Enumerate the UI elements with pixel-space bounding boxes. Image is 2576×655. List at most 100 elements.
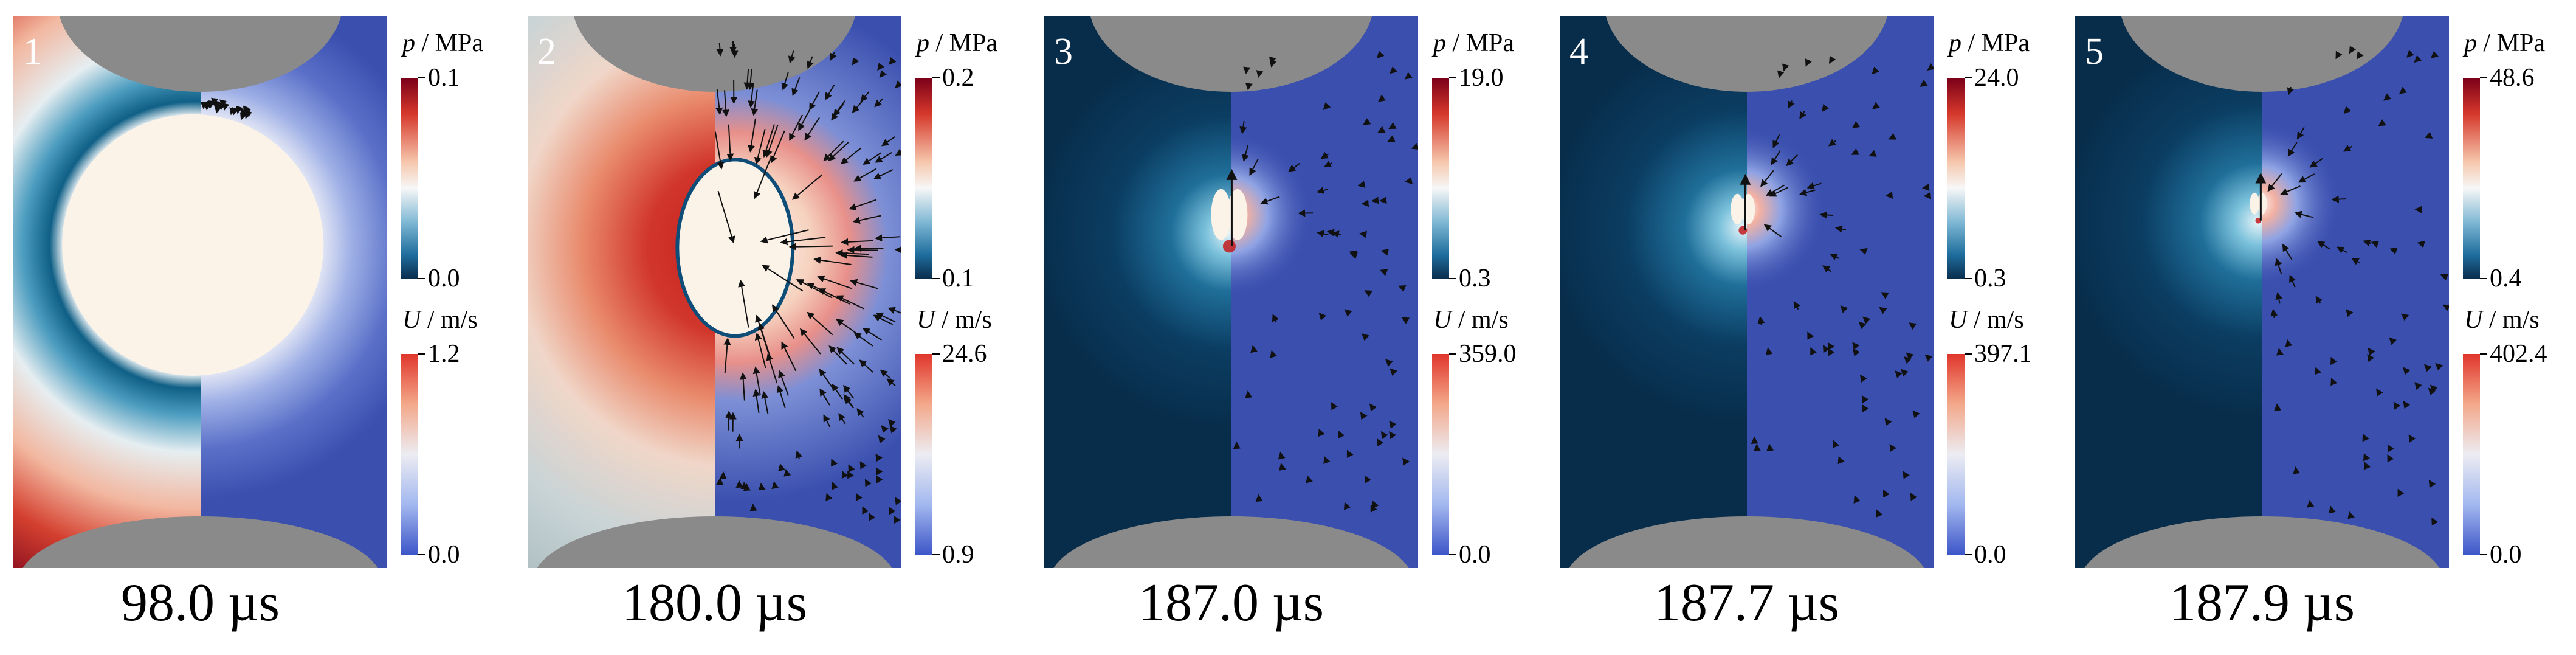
velocity-colorbar-title: U / m/s	[1949, 307, 2024, 333]
velocity-colorbar	[401, 354, 418, 555]
top-wall	[59, 16, 342, 92]
pressure-min-label: 0.0	[428, 265, 460, 293]
bubble-lobe	[1741, 193, 1755, 224]
bubble-lobe	[1227, 189, 1248, 240]
bubble	[1731, 193, 1744, 224]
time-caption: 187.7 µs	[1654, 574, 1839, 632]
pressure-unit: / MPa	[935, 29, 998, 57]
pressure-min-label: 0.3	[1974, 265, 2006, 293]
velocity-arrows	[714, 41, 901, 524]
velocity-min-label: 0.0	[428, 541, 460, 569]
pressure-unit: / MPa	[1968, 29, 2030, 57]
panel-3	[1044, 16, 1456, 568]
pressure-min-label: 0.4	[2490, 265, 2522, 293]
panel-number: 3	[1054, 31, 1073, 72]
pressure-symbol: p	[2464, 29, 2477, 57]
velocity-max-label: 402.4	[2490, 340, 2547, 368]
velocity-colorbar	[1947, 354, 1965, 555]
bottom-wall	[2084, 516, 2440, 568]
pressure-min-label: 0.3	[1459, 265, 1491, 293]
pressure-colorbar-title: p / MPa	[402, 30, 483, 56]
panel-1	[13, 16, 425, 568]
velocity-symbol: U	[1949, 306, 1968, 334]
pressure-colorbar	[1432, 78, 1449, 279]
panel-5	[2075, 16, 2487, 568]
velocity-colorbar-title: U / m/s	[1433, 307, 1509, 333]
velocity-arrows	[200, 97, 252, 120]
velocity-symbol: U	[1433, 306, 1452, 334]
pressure-unit: / MPa	[1452, 29, 1515, 57]
pressure-colorbar	[401, 78, 418, 279]
velocity-min-label: 0.9	[942, 541, 974, 569]
panel-number: 4	[1569, 31, 1588, 72]
jet-spot	[2255, 217, 2262, 224]
pressure-colorbar	[915, 78, 932, 279]
bubble	[2250, 192, 2259, 215]
velocity-symbol: U	[2464, 306, 2483, 334]
time-caption: 98.0 µs	[121, 574, 280, 632]
velocity-min-label: 0.0	[1459, 541, 1491, 569]
velocity-min-label: 0.0	[1974, 541, 2006, 569]
panel-number: 5	[2085, 31, 2104, 72]
bottom-wall	[1569, 516, 1924, 568]
pressure-colorbar-title: p / MPa	[1949, 30, 2030, 56]
velocity-max-label: 359.0	[1459, 340, 1517, 368]
velocity-arrows	[2255, 46, 2449, 526]
pressure-symbol: p	[1433, 29, 1446, 57]
pressure-symbol: p	[1949, 29, 1961, 57]
top-wall	[573, 16, 856, 92]
velocity-max-label: 397.1	[1974, 340, 2032, 368]
pressure-colorbar	[2463, 78, 2480, 279]
time-caption: 180.0 µs	[622, 574, 807, 632]
jet-spot	[1222, 240, 1236, 253]
velocity-unit: / m/s	[1973, 306, 2024, 334]
pressure-max-label: 48.6	[2490, 64, 2535, 92]
pressure-max-label: 0.2	[942, 64, 974, 92]
pressure-colorbar	[1947, 78, 1965, 279]
velocity-symbol: U	[402, 306, 421, 334]
bubble	[62, 114, 324, 376]
velocity-colorbar-title: U / m/s	[917, 307, 992, 333]
velocity-unit: / m/s	[427, 306, 478, 334]
pressure-field	[2075, 16, 2262, 568]
velocity-max-label: 1.2	[428, 340, 460, 368]
bubble-lobe	[2257, 192, 2267, 215]
velocity-colorbar	[2463, 354, 2480, 555]
pressure-max-label: 19.0	[1459, 64, 1504, 92]
top-wall	[1090, 16, 1372, 92]
pressure-field	[1044, 16, 1231, 568]
pressure-colorbar-title: p / MPa	[917, 30, 997, 56]
pressure-symbol: p	[917, 29, 929, 57]
pressure-unit: / MPa	[2483, 29, 2546, 57]
top-wall	[1605, 16, 1888, 92]
bottom-wall	[1053, 516, 1409, 568]
bottom-wall	[537, 516, 892, 568]
pressure-unit: / MPa	[421, 29, 484, 57]
panel-number: 1	[23, 31, 42, 72]
panel-4	[1560, 16, 1972, 568]
velocity-symbol: U	[917, 306, 935, 334]
velocity-arrows	[1740, 55, 1934, 518]
velocity-colorbar	[915, 354, 932, 555]
velocity-max-label: 24.6	[942, 340, 987, 368]
velocity-colorbar-title: U / m/s	[2464, 307, 2540, 333]
time-caption: 187.9 µs	[2169, 574, 2355, 632]
velocity-unit: / m/s	[941, 306, 992, 334]
pressure-min-label: 0.1	[942, 265, 974, 293]
pressure-field	[1560, 16, 1747, 568]
bottom-wall	[22, 516, 378, 568]
pressure-max-label: 24.0	[1974, 64, 2019, 92]
pressure-colorbar-title: p / MPa	[1433, 30, 1514, 56]
panel-number: 2	[537, 31, 556, 72]
top-wall	[2121, 16, 2403, 92]
velocity-colorbar	[1432, 354, 1449, 555]
time-caption: 187.0 µs	[1138, 574, 1324, 632]
velocity-colorbar-title: U / m/s	[402, 307, 478, 333]
velocity-unit: / m/s	[2488, 306, 2540, 334]
velocity-arrows	[1226, 50, 1418, 513]
pressure-symbol: p	[402, 29, 415, 57]
velocity-unit: / m/s	[1458, 306, 1509, 334]
pressure-max-label: 0.1	[428, 64, 460, 92]
